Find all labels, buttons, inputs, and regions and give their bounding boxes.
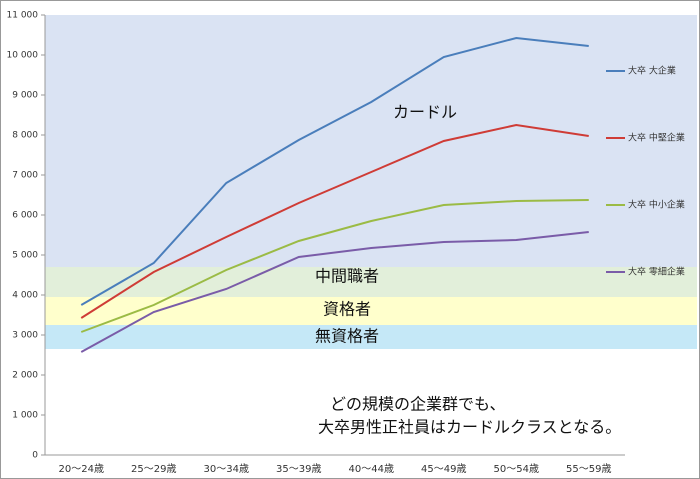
series-line	[80, 123, 589, 319]
y-tick-label: 10 000	[7, 51, 39, 61]
series-line	[80, 231, 589, 353]
band	[45, 15, 697, 267]
legend-label: 大卒 中堅企業	[628, 132, 685, 144]
y-tick-label: 11 000	[7, 11, 39, 21]
y-tick-label: 9 000	[12, 91, 38, 101]
annotation: 大卒男性正社員はカードルクラスとなる。	[318, 418, 621, 437]
y-tick-label: 0	[32, 451, 38, 461]
band-label: カードル	[393, 103, 457, 122]
series-line	[80, 36, 589, 306]
band-label: 無資格者	[315, 327, 379, 346]
x-tick-label: 25〜29歳	[131, 463, 176, 475]
y-tick-label: 7 000	[12, 171, 38, 181]
legend-label: 大卒 大企業	[628, 65, 676, 77]
band-label: 資格者	[323, 300, 371, 319]
x-tick-label: 55〜59歳	[566, 463, 611, 475]
y-tick-label: 8 000	[12, 131, 38, 141]
x-tick-label: 45〜49歳	[421, 463, 466, 475]
y-tick-label: 6 000	[12, 211, 38, 221]
x-tick-label: 30〜34歳	[204, 463, 249, 475]
band	[45, 325, 697, 349]
y-tick-label: 2 000	[12, 371, 38, 381]
band-label: 中間職者	[315, 267, 379, 286]
annotation: どの規模の企業群でも、	[330, 395, 506, 414]
x-tick-label: 50〜54歳	[494, 463, 539, 475]
series-line	[80, 199, 589, 333]
y-tick-label: 4 000	[12, 291, 38, 301]
legend-label: 大卒 中小企業	[628, 199, 685, 211]
y-tick-label: 1 000	[12, 411, 38, 421]
y-tick-label: 3 000	[12, 331, 38, 341]
x-tick-label: 35〜39歳	[276, 463, 321, 475]
x-tick-label: 40〜44歳	[349, 463, 394, 475]
x-tick-label: 20〜24歳	[59, 463, 104, 475]
y-tick-label: 5 000	[12, 251, 38, 261]
legend-label: 大卒 零細企業	[628, 266, 685, 278]
